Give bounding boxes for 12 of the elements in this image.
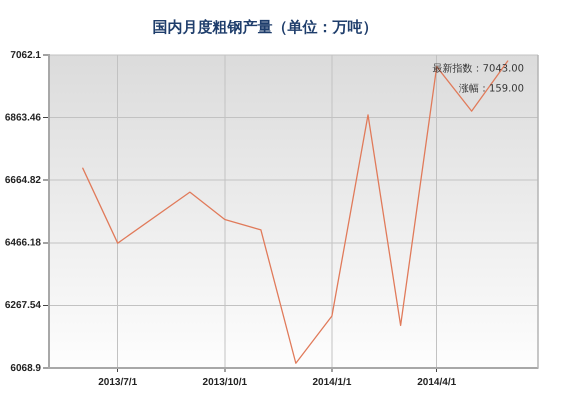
- x-tick-label: 2014/4/1: [417, 376, 457, 388]
- annotation: 涨幅：159.00: [459, 82, 524, 95]
- x-tick-label: 2013/10/1: [202, 376, 248, 388]
- y-tick-label: 6267.54: [4, 300, 42, 312]
- y-tick-label: 6068.9: [10, 362, 42, 374]
- x-tick-label: 2013/7/1: [98, 376, 138, 388]
- y-tick-label: 7062.1: [10, 50, 42, 61]
- chart-title: 国内月度粗钢产量（单位：万吨）: [152, 18, 378, 38]
- y-tick-label: 6863.46: [4, 112, 42, 124]
- y-tick-label: 6664.82: [4, 174, 42, 186]
- y-tick-label: 6466.18: [4, 238, 42, 249]
- x-tick-label: 2014/1/1: [312, 376, 352, 388]
